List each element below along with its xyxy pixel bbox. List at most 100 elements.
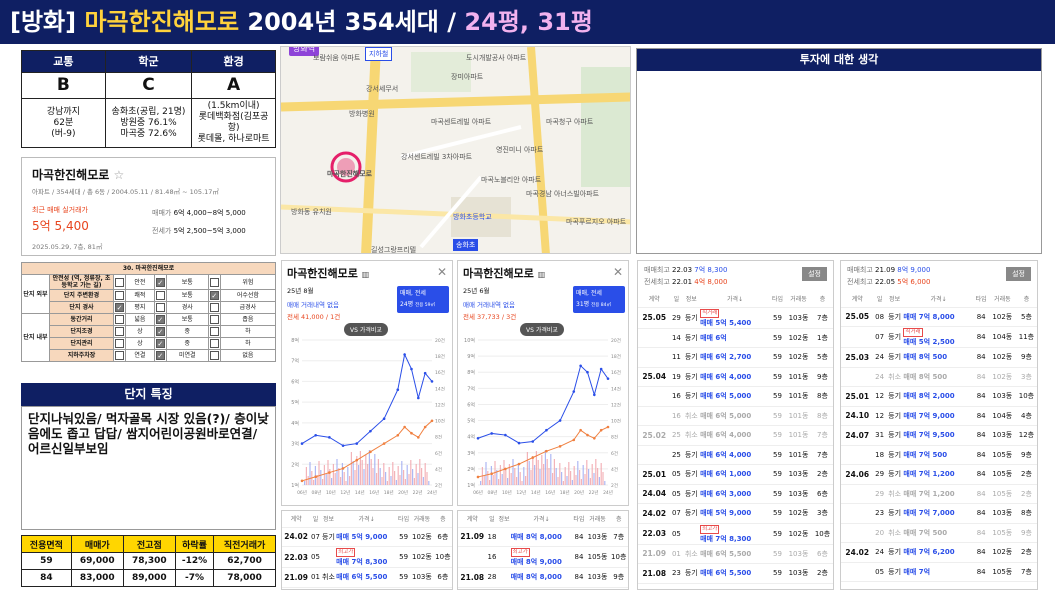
tx-row[interactable]: 24 취소 매매 8억 500 84 102동 3층 [841,367,1037,387]
tx-row[interactable]: 21.09 18 매매 8억 8,000 84 103동 7층 [458,527,628,547]
tx-header-cell[interactable]: 가격↓ [336,511,398,528]
tx-header-cell[interactable]: 계약 [458,511,487,528]
tx-header-cell[interactable]: 타입 [769,291,785,308]
tx-row[interactable]: 21.08 23 등기 매매 6억 5,500 59 103동 2층 [638,563,833,584]
tx-header-cell[interactable]: 거래동 [785,291,813,308]
tx-row[interactable]: 07 등기 직거래 매매 5억 2,500 84 104동 11층 [841,326,1037,348]
settings-button[interactable]: 설정 [1006,267,1031,281]
tx-row[interactable]: 25 등기 매매 6억 4,000 59 101동 7층 [638,445,833,465]
tx-header-cell[interactable]: 정보 [320,511,337,528]
close-icon[interactable]: ✕ [612,265,623,279]
overview-header-school: 학군 [104,50,193,73]
volume-bar [580,479,582,485]
checkbox[interactable]: ✓ [155,277,165,287]
tx-row[interactable]: 16 취소 매매 6억 5,000 59 101동 8층 [638,406,833,426]
close-icon[interactable]: ✕ [436,265,447,279]
tx-row[interactable]: 22.03 05 최고가 매매 7억 8,300 59 102동 10층 [638,523,833,545]
tx-row[interactable]: 16 최고가 매매 8억 9,000 84 105동 10층 [458,546,628,568]
tx-row[interactable]: 22.03 05 최고가 매매 7억 8,300 59 102동 10층 [282,546,452,568]
tx-row[interactable]: 14 등기 매매 6억 59 102동 1층 [638,328,833,348]
tx-header-cell[interactable]: 일 [310,511,321,528]
checkbox[interactable] [155,303,165,312]
tx-header-cell[interactable]: 계약 [841,291,874,308]
tx-row[interactable]: 11 등기 매매 6억 2,700 59 102동 5층 [638,347,833,368]
tx-header-cell[interactable]: 가격↓ [700,291,770,308]
tx-row[interactable]: 24.07 31 등기 매매 7억 9,500 84 103동 12층 [841,425,1037,446]
chart-type-select[interactable]: 매매, 전세 31평 전용 84㎡ [573,286,625,313]
checkbox[interactable] [209,351,219,360]
chart-type-select[interactable]: 매매, 전세 24평 전용 59㎡ [397,286,449,313]
tx-header-cell[interactable]: 거래동 [410,511,434,528]
tx-header-cell[interactable]: 층 [1015,291,1037,308]
checkbox[interactable] [209,315,219,324]
checkbox[interactable] [115,339,124,348]
tx-row[interactable]: 21.09 01 취소 매매 6억 5,500 59 103동 6층 [282,567,452,588]
tx-row[interactable]: 25.05 08 등기 매매 7억 8,000 84 102동 5층 [841,307,1037,327]
checkbox[interactable] [155,291,165,300]
tx-row[interactable]: 24.06 29 등기 매매 7억 1,200 84 105동 2층 [841,464,1037,485]
tx-row[interactable]: 16 등기 매매 6억 5,000 59 101동 8층 [638,386,833,407]
tx-row[interactable]: 24.04 05 등기 매매 6억 3,000 59 103동 6층 [638,484,833,504]
checkbox[interactable] [115,291,124,300]
checkbox[interactable]: ✓ [155,327,165,336]
tx-header-cell[interactable]: 타입 [397,511,411,528]
checkbox[interactable] [115,351,124,360]
tx-header-cell[interactable]: 층 [433,511,452,528]
checkbox[interactable] [115,315,124,324]
checkbox[interactable]: ✓ [115,303,124,312]
compare-price-button[interactable]: VS 가격비교 [520,323,564,336]
tx-header-cell[interactable]: 거래동 [988,291,1016,308]
tx-header-cell[interactable]: 가격↓ [903,291,974,308]
tx-header-cell[interactable]: 일 [486,511,498,528]
location-map[interactable]: 방화역 지하철 송화초 보람쉬움 아파트 도시개발공사 아파트 장미아파트 강서… [280,46,631,254]
tx-row[interactable]: 25.02 25 취소 매매 6억 4,000 59 101동 7층 [638,425,833,446]
tx-header-cell[interactable]: 거래동 [585,511,610,528]
tx-header-cell[interactable]: 정보 [885,291,904,308]
tx-row[interactable]: 21.09 01 취소 매매 6억 5,500 59 103동 6층 [638,544,833,564]
checkbox[interactable]: ✓ [155,351,165,360]
checkbox-label: 안전 [125,274,155,290]
tx-row[interactable]: 25.01 05 등기 매매 6억 1,000 59 103동 2층 [638,464,833,485]
tx-header-cell[interactable]: 계약 [638,291,671,308]
tx-header-cell[interactable]: 정보 [497,511,511,528]
detail-line: 62분 [53,117,74,128]
tx-row[interactable]: 29 취소 매매 7억 1,200 84 105동 2층 [841,484,1037,504]
checkbox[interactable]: ✓ [209,291,219,300]
checkbox[interactable] [115,277,124,287]
tx-row[interactable]: 25.05 29 등기 직거래 매매 5억 5,400 59 103동 7층 [638,307,833,329]
tx-header-cell[interactable]: 정보 [682,291,701,308]
volume-bar [543,464,545,485]
checkbox[interactable]: ✓ [155,339,165,348]
tx-row[interactable]: 20 취소 매매 7억 500 84 105동 9층 [841,523,1037,543]
tx-row[interactable]: 24.10 12 등기 매매 7억 9,000 84 104동 4층 [841,406,1037,426]
tx-cell-price: 최고가 매매 7억 8,300 [700,523,770,545]
tx-header-cell[interactable]: 층 [812,291,833,308]
settings-button[interactable]: 설정 [802,267,827,281]
tx-header-cell[interactable]: 일 [670,291,683,308]
checkbox[interactable] [209,327,219,336]
tx-row[interactable]: 18 등기 매매 7억 500 84 105동 9층 [841,445,1037,465]
tx-row[interactable]: 23 등기 매매 7억 7,000 84 103동 8층 [841,503,1037,524]
tx-header-cell[interactable]: 계약 [282,511,311,528]
checkbox[interactable] [209,339,219,348]
checkbox[interactable]: ✓ [155,315,165,324]
compare-price-button[interactable]: VS 가격비교 [344,323,388,336]
checkbox[interactable] [115,327,124,336]
tx-row[interactable]: 25.04 19 등기 매매 6억 4,000 59 101동 9층 [638,367,833,387]
tx-row[interactable]: 25.01 12 등기 매매 8억 2,000 84 103동 10층 [841,386,1037,407]
tx-header-cell[interactable]: 일 [873,291,886,308]
tx-row[interactable]: 21.08 28 매매 8억 8,000 84 103동 9층 [458,567,628,588]
tx-header-cell[interactable]: 타입 [572,511,586,528]
tx-row[interactable]: 24.02 24 등기 매매 7억 6,200 84 102동 2층 [841,542,1037,563]
tx-row[interactable]: 25.03 24 등기 매매 8억 500 84 102동 9층 [841,347,1037,368]
tx-row[interactable]: 24.02 07 등기 매매 5억 9,000 59 102동 3층 [638,503,833,524]
tx-header-cell[interactable]: 타입 [973,291,989,308]
tx-header-cell[interactable]: 층 [609,511,628,528]
checkbox[interactable] [209,303,219,312]
tx-row[interactable]: 05 등기 매매 7억 84 105동 7층 [841,562,1037,582]
tx-cell-type: 59 [397,546,411,568]
checkbox[interactable] [209,277,219,287]
tx-row[interactable]: 24.02 07 등기 매매 5억 9,000 59 102동 6층 [282,527,452,547]
tx-header-cell[interactable]: 가격↓ [510,511,573,528]
favorite-star-icon[interactable]: ☆ [113,168,125,182]
